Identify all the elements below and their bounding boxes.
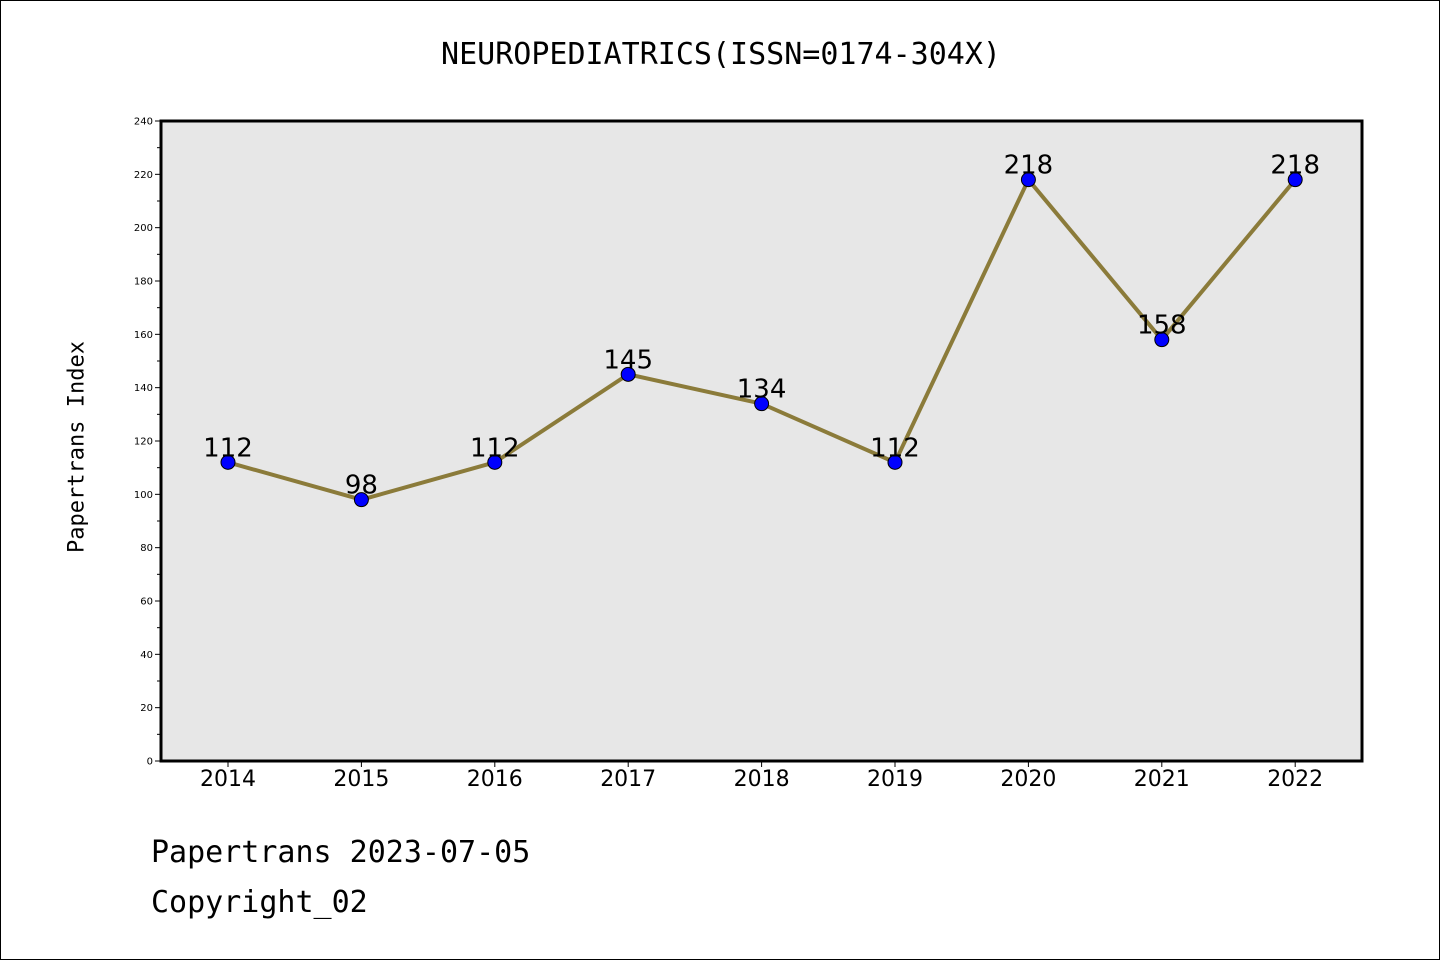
x-tick-label: 2018 — [734, 767, 790, 792]
data-point — [1287, 172, 1303, 188]
data-point — [353, 492, 369, 508]
y-tick-label: 0 — [147, 757, 153, 768]
data-label: 218 — [1004, 151, 1054, 181]
data-label: 112 — [870, 433, 920, 463]
y-tick-label: 200 — [134, 223, 153, 234]
y-tick-label: 80 — [140, 543, 153, 554]
chart-title: NEUROPEDIATRICS(ISSN=0174-304X) — [441, 37, 1001, 72]
y-tick-label: 240 — [134, 117, 153, 128]
plot-area — [161, 121, 1362, 761]
y-tick-label: 100 — [134, 490, 153, 501]
x-tick-label: 2019 — [867, 767, 923, 792]
data-point — [1154, 332, 1170, 348]
data-label: 112 — [203, 433, 253, 463]
data-point — [754, 396, 770, 412]
data-point — [220, 454, 236, 470]
y-tick-label: 60 — [140, 597, 153, 608]
y-tick-label: 120 — [134, 437, 153, 448]
y-tick-label: 40 — [140, 650, 153, 661]
footer-date: Papertrans 2023-07-05 — [151, 835, 531, 870]
data-point — [1020, 172, 1036, 188]
x-tick-label: 2015 — [333, 767, 389, 792]
footer-copyright: Copyright_02 — [151, 885, 368, 920]
data-point — [887, 454, 903, 470]
data-point — [487, 454, 503, 470]
x-tick-label: 2020 — [1000, 767, 1056, 792]
data-point — [620, 366, 636, 382]
x-tick-label: 2021 — [1134, 767, 1190, 792]
y-tick-label: 160 — [134, 330, 153, 341]
x-tick-label: 2022 — [1267, 767, 1323, 792]
data-label: 145 — [603, 345, 653, 375]
data-label: 112 — [470, 433, 520, 463]
x-tick-label: 2014 — [200, 767, 256, 792]
data-label: 158 — [1137, 311, 1187, 341]
y-tick-label: 180 — [134, 277, 153, 288]
x-tick-label: 2016 — [467, 767, 523, 792]
y-tick-label: 20 — [140, 703, 153, 714]
data-label: 98 — [345, 471, 378, 501]
y-tick-label: 220 — [134, 170, 153, 181]
y-tick-label: 140 — [134, 383, 153, 394]
data-label: 218 — [1270, 151, 1320, 181]
plot-frame — [159, 119, 1364, 763]
x-tick-label: 2017 — [600, 767, 656, 792]
data-label: 134 — [737, 375, 787, 405]
